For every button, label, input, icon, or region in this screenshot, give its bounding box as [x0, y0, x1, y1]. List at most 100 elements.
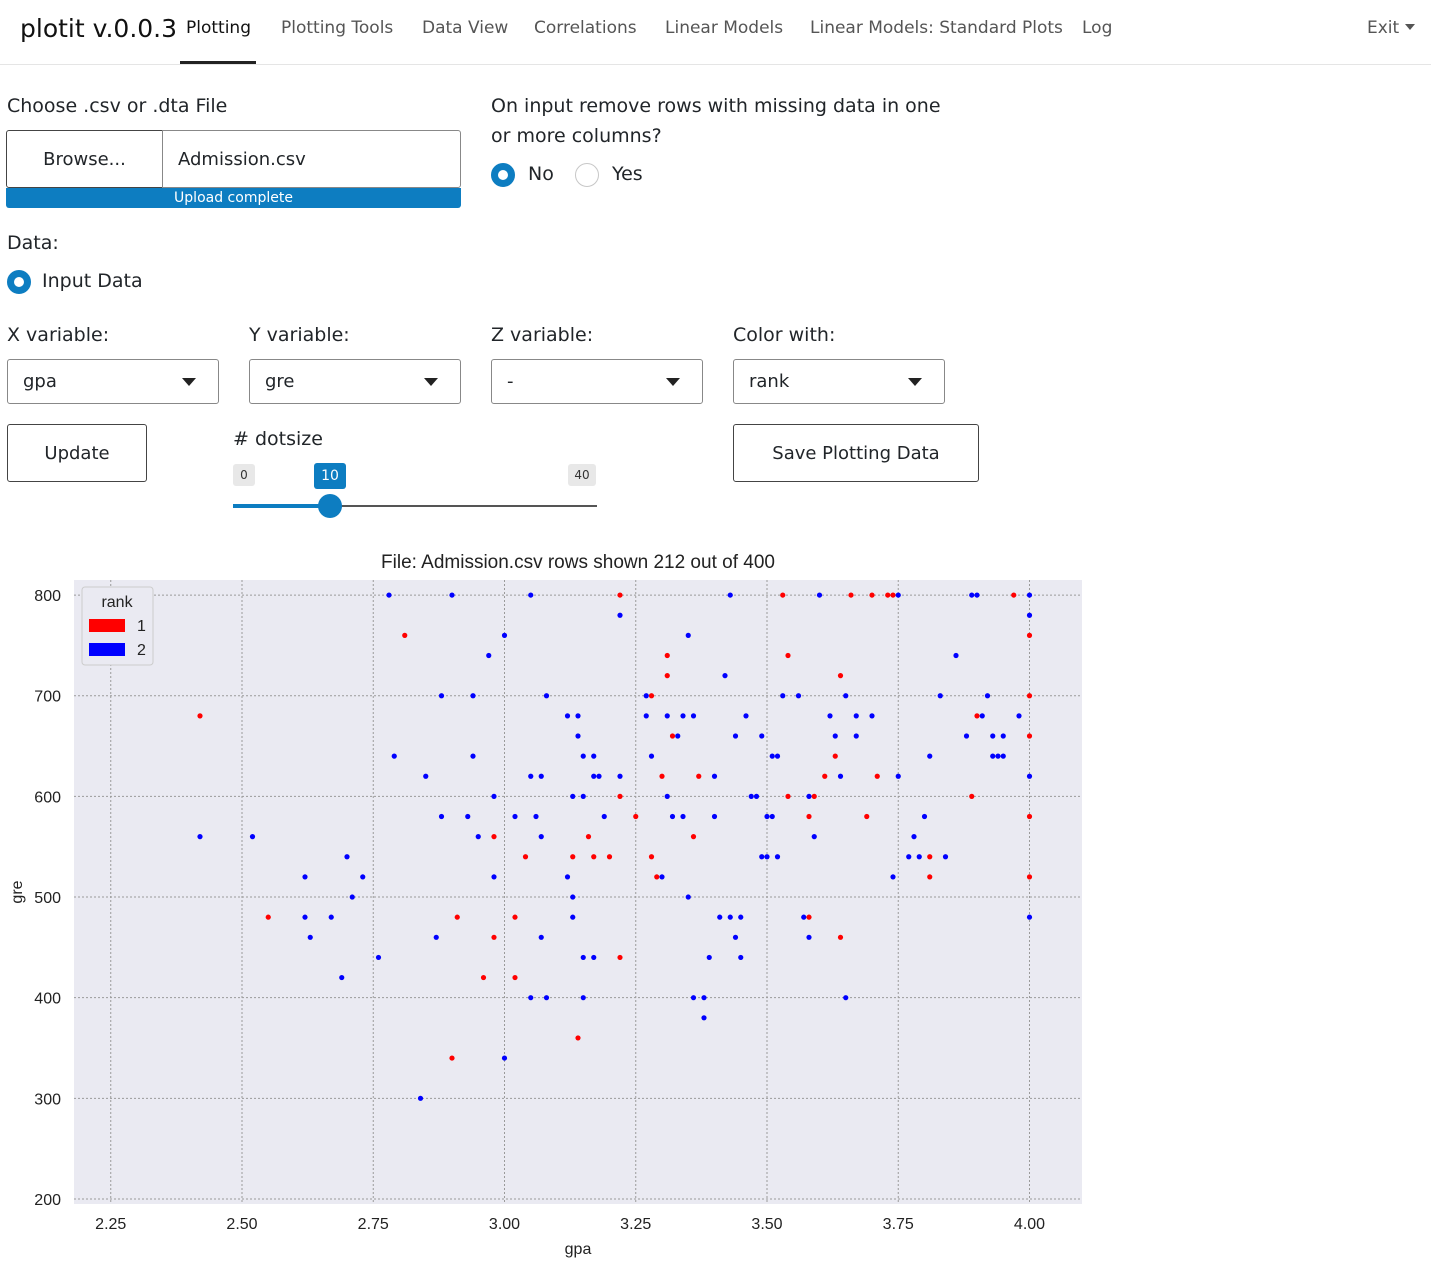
data-point-rank-2: [528, 592, 534, 598]
data-point-rank-2: [990, 733, 996, 739]
y-axis-label: gre: [9, 880, 26, 903]
data-point-rank-2: [575, 733, 581, 739]
y-variable-select[interactable]: gre: [249, 359, 461, 404]
tab-correlations[interactable]: Correlations: [534, 18, 637, 38]
data-point-rank-2: [732, 733, 739, 739]
exit-menu[interactable]: Exit: [1367, 18, 1416, 38]
file-input-label: Choose .csv or .dta File: [7, 95, 228, 117]
radio-input-data-label[interactable]: Input Data: [42, 270, 143, 292]
data-point-rank-2: [423, 773, 429, 779]
exit-label: Exit: [1367, 18, 1400, 38]
data-point-rank-2: [759, 733, 765, 739]
data-point-rank-1: [927, 874, 933, 880]
data-point-rank-1: [197, 713, 203, 719]
data-point-rank-2: [339, 974, 345, 981]
data-point-rank-2: [853, 713, 859, 719]
tab-linear-models[interactable]: Linear Models: [665, 18, 784, 38]
data-point-rank-2: [732, 934, 739, 940]
tab-log[interactable]: Log: [1082, 18, 1113, 38]
color-with-label: Color with:: [733, 324, 836, 346]
data-point-rank-1: [585, 834, 592, 840]
data-point-rank-2: [664, 793, 670, 799]
tab-plotting-tools[interactable]: Plotting Tools: [281, 18, 394, 38]
z-variable-select[interactable]: -: [491, 359, 703, 404]
data-point-rank-1: [654, 874, 660, 880]
data-point-rank-2: [738, 954, 744, 961]
data-point-rank-1: [575, 1035, 581, 1041]
data-point-rank-2: [685, 632, 691, 638]
data-point-rank-1: [811, 793, 817, 799]
save-plotting-data-button[interactable]: Save Plotting Data: [733, 424, 979, 482]
axis-ticks: 2.25 2.50 2.75 3.00 3.25 3.50 3.75 4.00 200 300 40…: [34, 588, 1045, 1233]
dotsize-label: # dotsize: [233, 428, 323, 450]
update-button[interactable]: Update: [7, 424, 147, 482]
color-with-select[interactable]: rank: [733, 359, 945, 404]
tab-data-view[interactable]: Data View: [422, 18, 509, 38]
scatter-plot: File: Admission.csv rows shown 212 out o…: [9, 552, 1082, 1258]
data-point-rank-2: [197, 834, 203, 840]
radio-yes[interactable]: [575, 163, 599, 187]
slider-value-label: 10: [314, 463, 346, 489]
data-point-rank-1: [454, 914, 460, 920]
y-tick-label: 700: [34, 689, 61, 706]
y-tick-label: 600: [34, 789, 61, 806]
data-point-rank-2: [690, 995, 697, 1001]
data-point-rank-1: [512, 974, 518, 981]
data-point-rank-1: [1026, 813, 1033, 820]
data-point-rank-1: [265, 914, 271, 920]
data-point-rank-2: [570, 914, 576, 920]
data-source-label: Data:: [7, 232, 59, 254]
slider-handle[interactable]: [318, 494, 342, 518]
data-point-rank-2: [979, 713, 985, 719]
data-point-rank-2: [727, 914, 733, 920]
radio-input-data[interactable]: [7, 270, 31, 294]
data-point-rank-2: [512, 813, 518, 820]
data-point-rank-2: [580, 954, 586, 961]
data-point-rank-2: [1000, 753, 1006, 759]
y-tick-label: 500: [34, 890, 61, 907]
y-tick-label: 800: [34, 588, 61, 605]
radio-no-label[interactable]: No: [528, 163, 554, 185]
data-point-rank-2: [543, 995, 550, 1001]
data-point-rank-2: [827, 713, 833, 719]
data-point-rank-2: [580, 793, 586, 799]
data-point-rank-2: [690, 713, 697, 719]
data-point-rank-1: [570, 854, 576, 860]
data-point-rank-1: [633, 813, 639, 820]
legend-label-rank-2: 2: [137, 642, 146, 659]
radio-no[interactable]: [491, 163, 515, 187]
data-point-rank-1: [832, 753, 838, 759]
data-point-rank-2: [302, 914, 308, 920]
data-point-rank-1: [617, 954, 623, 961]
data-point-rank-2: [575, 713, 581, 719]
chevron-down-icon: [1405, 24, 1416, 30]
data-point-rank-2: [1026, 612, 1033, 618]
data-point-rank-2: [538, 773, 544, 779]
data-point-rank-2: [564, 874, 571, 880]
browse-button[interactable]: Browse...: [6, 130, 163, 188]
data-point-rank-2: [816, 592, 823, 598]
data-point-rank-2: [438, 693, 445, 699]
data-point-rank-2: [711, 773, 718, 779]
legend-swatch-rank-1: [89, 619, 125, 632]
dropdown-caret-icon: [424, 378, 438, 386]
data-point-rank-2: [391, 753, 397, 759]
plot-area: [74, 580, 1082, 1204]
tab-linear-models-standard-plots[interactable]: Linear Models: Standard Plots: [810, 18, 1063, 38]
data-point-rank-2: [449, 592, 455, 598]
x-tick-label: 2.50: [226, 1216, 257, 1233]
data-point-rank-2: [591, 773, 597, 779]
data-point-rank-1: [690, 834, 697, 840]
data-point-rank-2: [780, 693, 786, 699]
data-point-rank-2: [837, 773, 844, 779]
slider-track[interactable]: [233, 505, 597, 507]
tab-plotting[interactable]: Plotting: [186, 18, 251, 38]
data-point-rank-2: [491, 874, 497, 880]
data-point-rank-2: [895, 773, 901, 779]
missing-data-question-line1: On input remove rows with missing data i…: [491, 95, 941, 117]
data-point-rank-2: [706, 954, 712, 961]
radio-yes-label[interactable]: Yes: [612, 163, 643, 185]
slider-fill: [233, 504, 330, 508]
y-tick-label: 200: [34, 1192, 61, 1209]
x-variable-select[interactable]: gpa: [7, 359, 219, 404]
